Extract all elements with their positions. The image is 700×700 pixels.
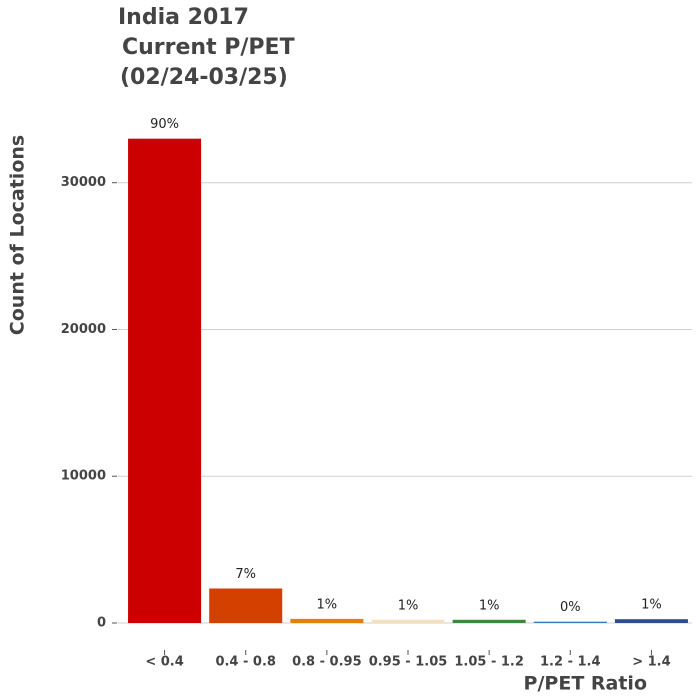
x-tick-label: 1.05 - 1.2 <box>454 655 524 670</box>
x-tick-label: 0.95 - 1.05 <box>369 655 448 670</box>
x-tick-label: 0.8 - 0.95 <box>292 655 362 670</box>
y-tick-label: 30000 <box>61 175 106 190</box>
bar <box>290 618 364 623</box>
x-tick-label: 0.4 - 0.8 <box>215 655 276 670</box>
chart-title: (02/24-03/25) <box>120 65 288 90</box>
share-label: 90% <box>150 117 179 132</box>
bar <box>533 621 607 623</box>
share-label: 7% <box>235 567 256 582</box>
y-axis-title: Count of Locations <box>7 135 29 335</box>
bar <box>128 138 202 624</box>
share-label: 0% <box>560 600 581 615</box>
bar <box>614 619 688 623</box>
share-label: 1% <box>641 598 662 613</box>
chart-title: India 2017 <box>118 5 249 30</box>
bar <box>209 588 283 623</box>
y-tick-label: 10000 <box>61 469 106 484</box>
share-label: 1% <box>479 598 500 613</box>
bar <box>371 619 445 623</box>
x-axis-title: P/PET Ratio <box>524 673 647 695</box>
chart-title: Current P/PET <box>122 35 295 60</box>
x-tick-label: < 0.4 <box>145 655 183 670</box>
share-label: 1% <box>398 598 419 613</box>
x-tick-label: 1.2 - 1.4 <box>540 655 601 670</box>
y-tick-label: 0 <box>97 616 106 631</box>
x-tick-label: > 1.4 <box>632 655 670 670</box>
share-label: 1% <box>317 597 338 612</box>
y-tick-label: 20000 <box>61 322 106 337</box>
bar <box>452 619 526 623</box>
